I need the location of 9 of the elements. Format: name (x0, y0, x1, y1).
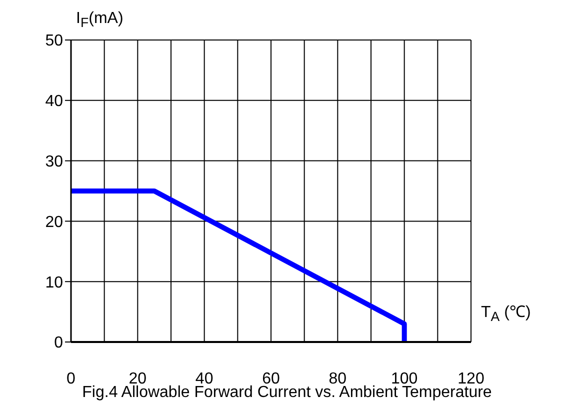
y-tick-label: 10 (45, 274, 64, 292)
x-tick-label: 0 (66, 370, 76, 388)
y-tick-label: 0 (54, 334, 64, 352)
y-tick-label: 40 (45, 93, 64, 110)
y-tick-label: 50 (45, 32, 64, 50)
y-tick-label: 30 (45, 153, 64, 170)
y-axis-title: I$_{F}$(mA) (76, 10, 124, 30)
y-tick-label: 20 (45, 214, 64, 231)
x-axis-title: T$_{A}$ (℃) (481, 303, 531, 324)
